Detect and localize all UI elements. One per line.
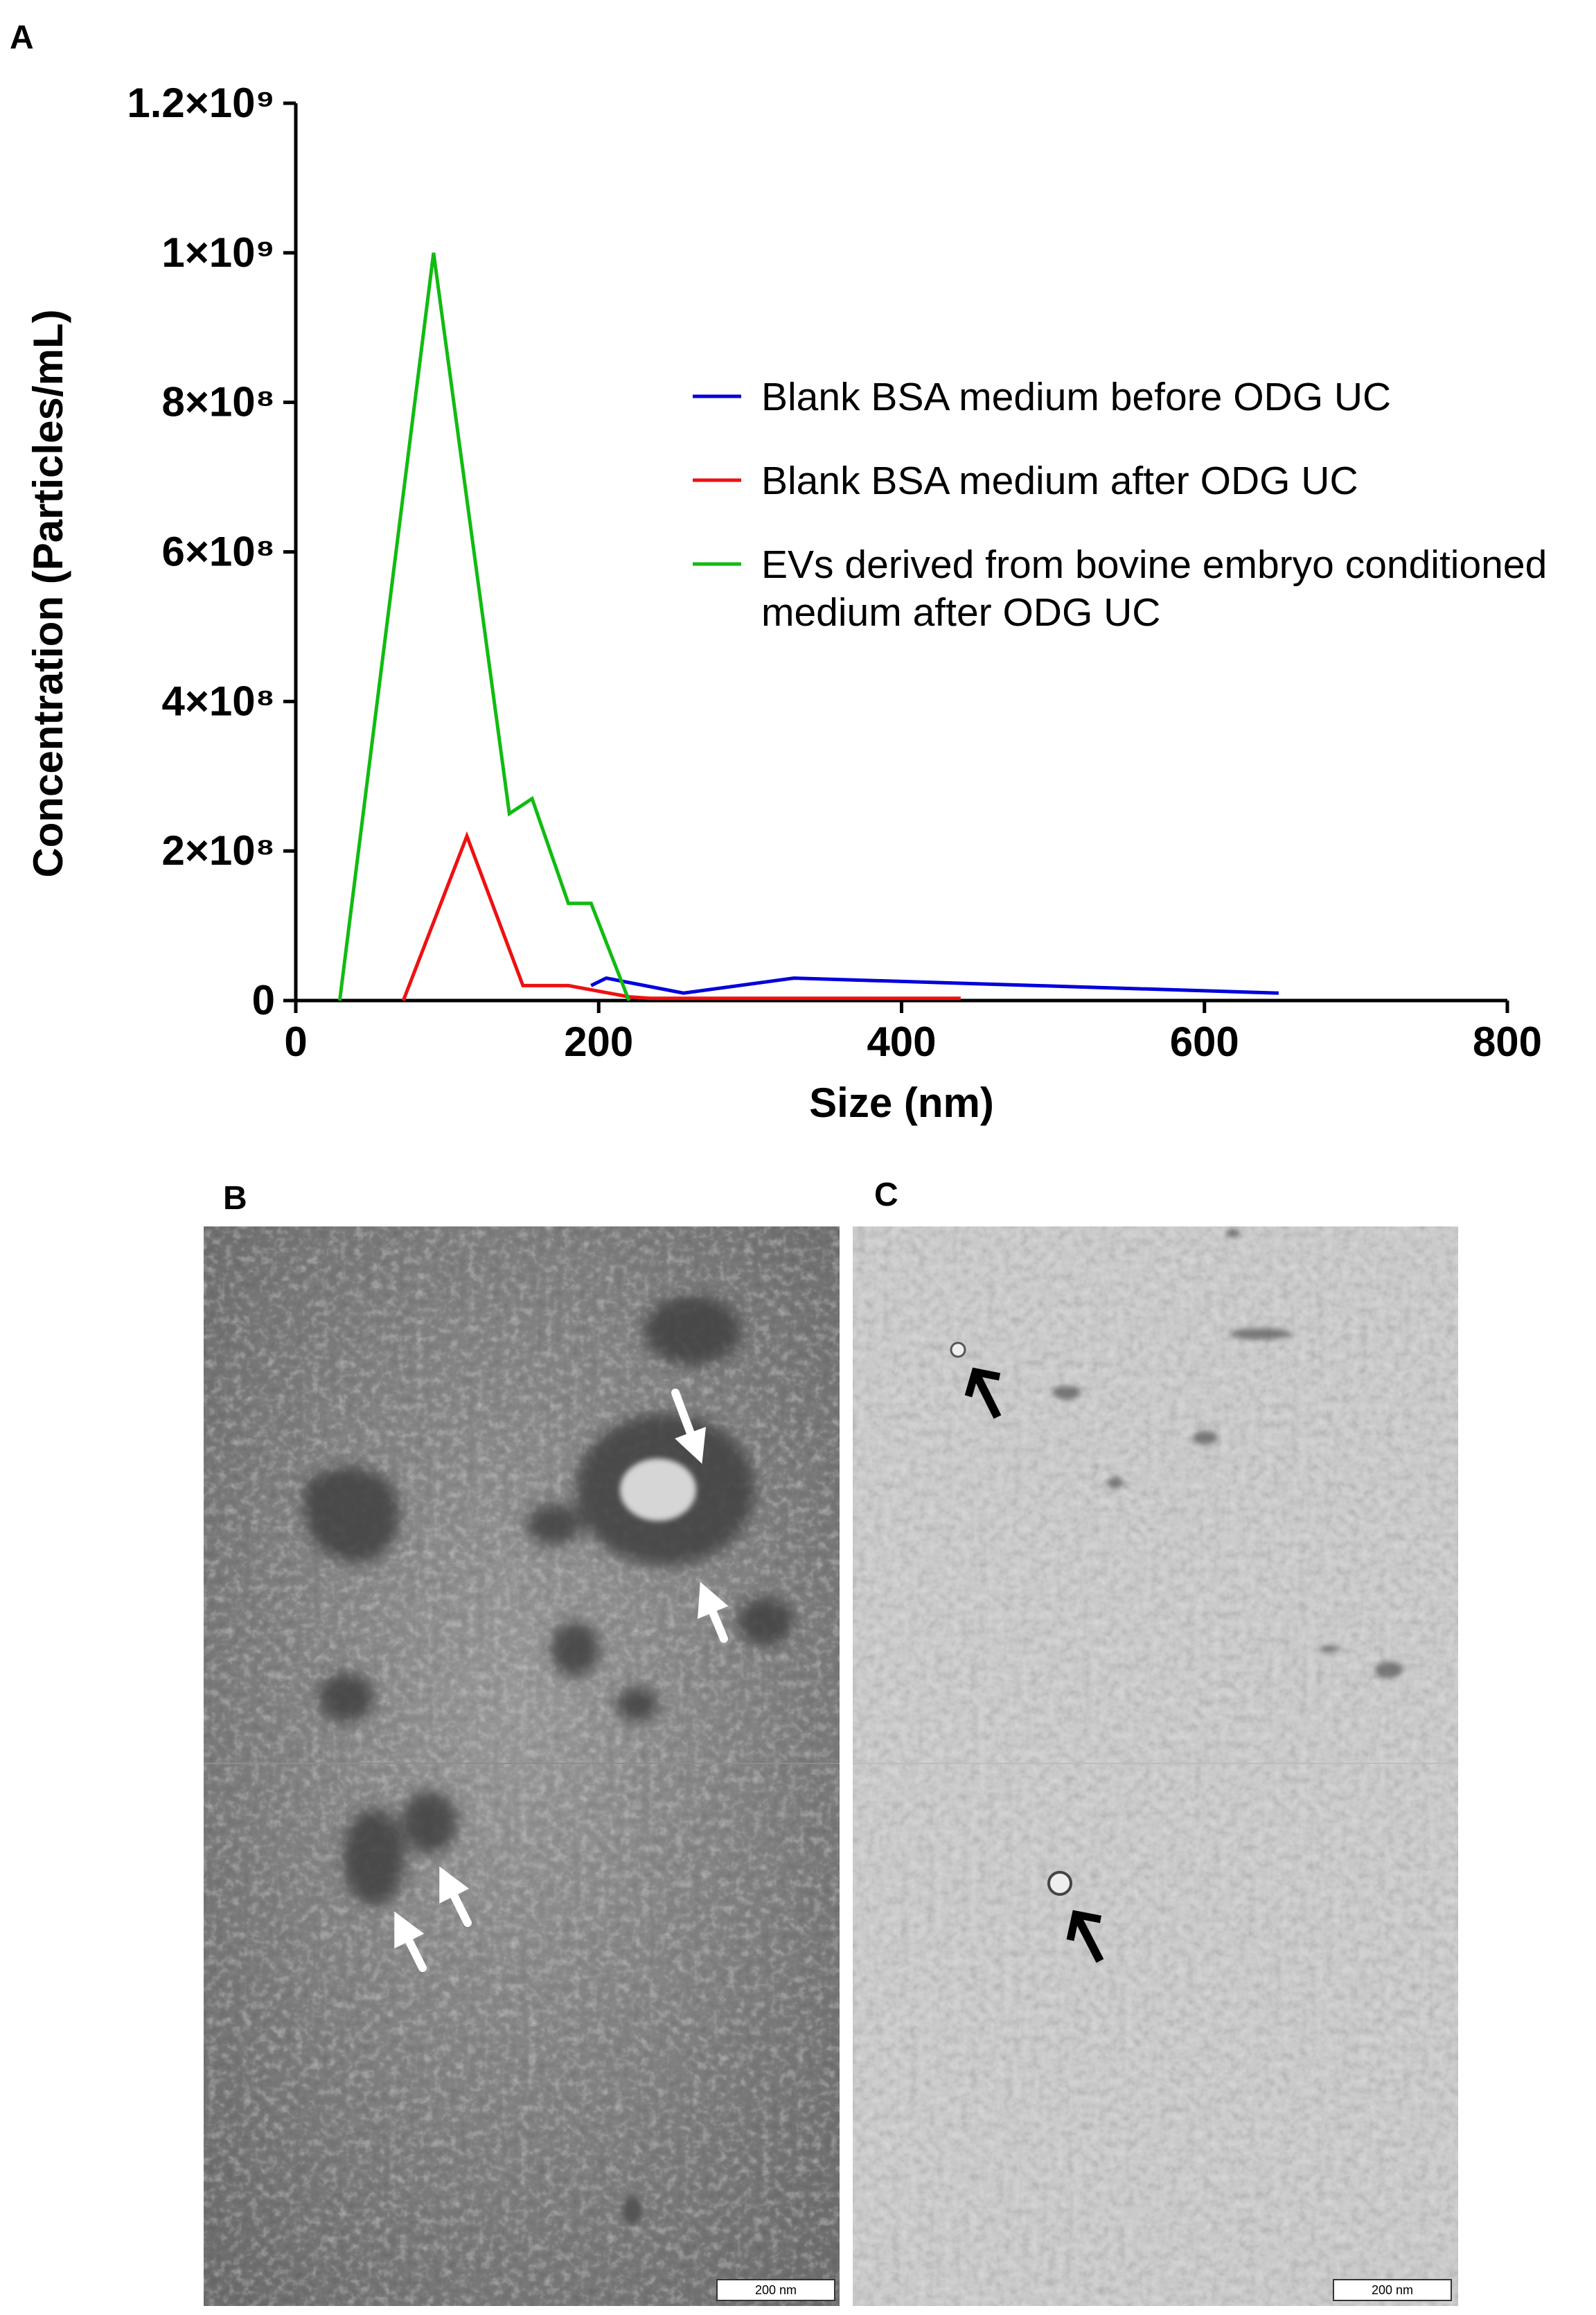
panel-label: A (10, 19, 34, 56)
tem-image-b: 200 nm (204, 1226, 840, 2306)
x-tick-label: 400 (867, 1019, 936, 1065)
vesicle (620, 1459, 696, 1521)
vesicle (1047, 1871, 1072, 1896)
series-line (337, 252, 631, 1001)
series-line (401, 831, 961, 1001)
y-tick-label: 1.2×10⁹ (127, 80, 275, 126)
y-tick-label: 0 (252, 977, 275, 1023)
scale-bar (1333, 2279, 1452, 2301)
tem-background (853, 1226, 1458, 2306)
legend-line: Blank BSA medium after ODG UC (761, 459, 1358, 503)
scale-bar (716, 2279, 835, 2301)
scale-bar-label: 200 nm (1372, 2283, 1413, 2297)
arrows (394, 1389, 729, 1972)
legend-line: EVs derived from bovine embryo condition… (761, 543, 1558, 587)
y-tick-label: 8×10⁸ (161, 379, 275, 425)
y-axis-title: Concentration (Particles/mL) (25, 309, 71, 877)
legend-line: medium after ODG UC (761, 590, 1160, 635)
legend-label: Blank BSA medium after ODG UC (761, 459, 1358, 503)
panel-label: B (223, 1180, 247, 1217)
x-tick-label: 600 (1170, 1019, 1239, 1065)
series-line (590, 976, 1279, 995)
panel-label: C (874, 1177, 898, 1213)
legend-label: Blank BSA medium before ODG UC (761, 375, 1391, 419)
x-tick-label: 0 (284, 1019, 307, 1065)
y-tick-label: 4×10⁸ (161, 678, 275, 724)
debris (1053, 1229, 1403, 1678)
legend-line: Blank BSA medium before ODG UC (761, 375, 1391, 419)
arrows (964, 1367, 1104, 1963)
chart: 0 2×10⁸ 4×10⁸ 6×10⁸ 8×10⁸ 1×10⁹ 1.2×10⁹ 0 200 400… (25, 80, 1558, 1126)
y-tick-label: 1×10⁹ (161, 229, 275, 276)
vesicle (950, 1341, 966, 1358)
scale-bar-label: 200 nm (755, 2283, 797, 2297)
particle (623, 2197, 642, 2224)
legend-label: EVs derived from bovine embryo condition… (761, 543, 1558, 635)
y-tick-label: 6×10⁸ (161, 529, 275, 575)
x-axis-title: Size (nm) (809, 1080, 994, 1126)
y-tick-label: 2×10⁸ (161, 827, 275, 874)
x-tick-label: 800 (1473, 1019, 1542, 1065)
x-tick-label: 200 (564, 1019, 633, 1065)
tem-background (204, 1226, 840, 2306)
tem-image-c: 200 nm (853, 1226, 1458, 2306)
